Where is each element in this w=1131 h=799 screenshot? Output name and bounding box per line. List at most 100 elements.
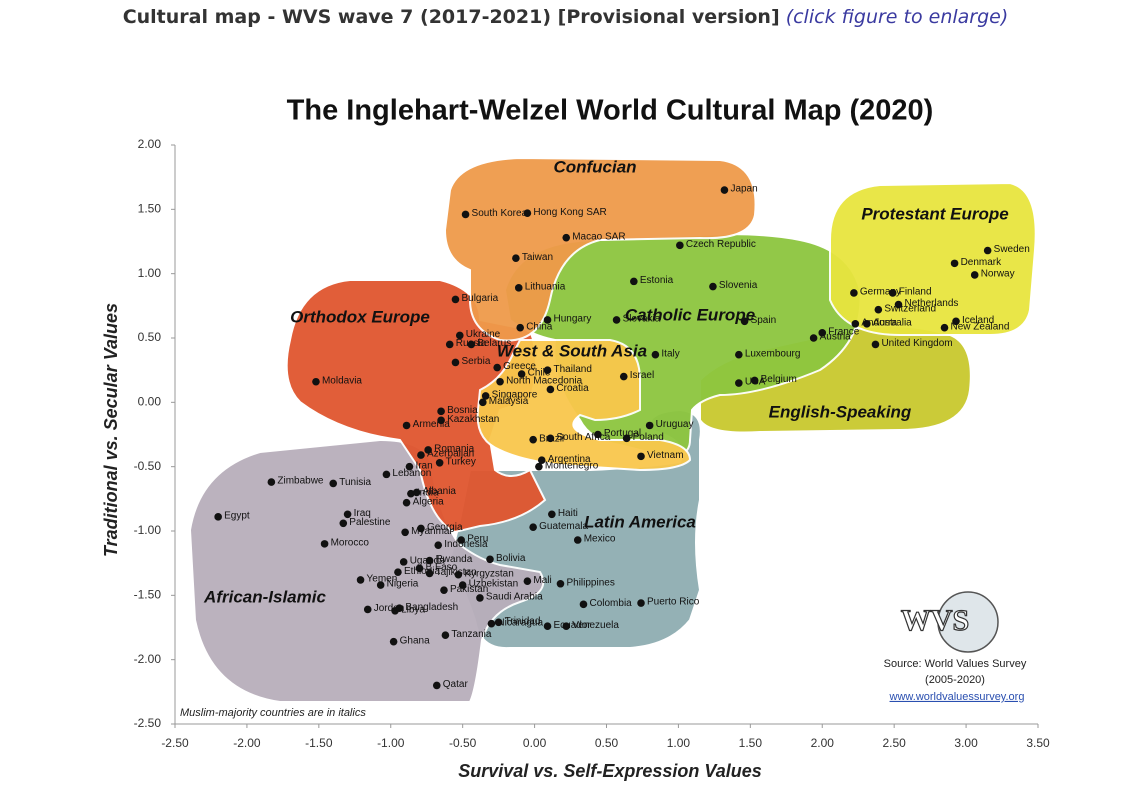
x-tick-label: 3.00 [954,736,978,750]
region-label: African-Islamic [203,587,326,606]
point [871,340,880,349]
point [405,462,414,471]
point-label: Taiwan [522,252,553,263]
region-shape [443,156,757,342]
point [376,581,385,589]
x-tick-label: -2.00 [233,736,261,750]
point [486,555,494,564]
point-label: Slovakia [623,314,661,325]
point [523,209,532,217]
y-tick-label: -1.00 [134,523,162,537]
point [952,317,960,326]
x-axis-label: Survival vs. Self-Expression Values [458,761,761,781]
point-label: Tanzania [451,629,491,640]
point [402,421,411,430]
point [651,350,660,359]
point [391,606,399,615]
point [516,323,524,332]
point [412,488,421,497]
x-tick-label: 2.50 [882,736,906,750]
source-years: (2005-2020) [925,674,985,686]
point-label: Algeria [413,496,445,507]
point [850,289,858,297]
point [312,377,320,386]
point [402,498,411,507]
point [401,528,409,537]
x-tick-label: 0.00 [523,736,547,750]
x-tick-label: 3.50 [1026,736,1050,750]
point [709,282,717,291]
point-label: Qatar [443,679,469,690]
point-label: Egypt [224,510,250,521]
point-label: Turkey [446,456,476,467]
point [809,334,818,342]
point-label: Austria [820,332,852,343]
point-label: Libya [401,604,425,615]
point [479,398,487,407]
point [496,377,504,386]
x-tick-label: -0.50 [449,736,477,750]
y-tick-label: 1.50 [138,202,162,216]
point-label: Armenia [413,419,451,430]
point-label: Ecuador [554,620,592,631]
point-label: Estonia [640,275,674,286]
y-tick-label: -0.50 [134,459,162,473]
point-label: Iran [415,460,432,471]
region-shape [285,279,547,534]
point [356,576,365,584]
y-tick-label: 0.50 [138,330,162,344]
x-tick-label: -1.50 [305,736,333,750]
point [394,568,402,576]
point [548,510,556,519]
point-label: United Kingdom [881,338,952,349]
point [573,536,582,544]
y-axis-label: Traditional vs. Secular Values [101,303,121,557]
point-label: Serbia [461,356,490,367]
point-label: Japan [730,184,757,195]
point-label: Argentina [548,454,591,465]
enlarge-link[interactable]: (click figure to enlarge) [785,6,1009,28]
point-label: Peru [467,534,488,545]
point-label: Netherlands [904,298,958,309]
region-label: Latin America [584,512,696,531]
point-label: Romania [434,444,474,455]
point [432,681,441,690]
point [417,451,425,459]
point [622,434,631,443]
point-label: Montenegro [545,460,599,471]
point-label: Andorra [861,317,897,328]
chart-title: The Inglehart-Welzel World Cultural Map … [287,95,934,127]
point-label: India [417,487,439,498]
point [512,254,520,263]
point [517,370,526,378]
point [546,434,555,443]
point-label: Zimbabwe [277,476,324,487]
point [888,289,897,297]
point-label: Luxembourg [745,348,801,359]
point [425,569,434,578]
point-label: Spain [751,315,777,326]
point [970,271,979,279]
point [543,622,552,631]
logo-text: WVS [901,604,969,637]
point-label: Ethiopia [404,566,441,577]
point-label: Uzbekistan [469,579,518,590]
point-label: New Zealand [951,321,1010,332]
point-label: Brazil [539,433,564,444]
point-label: Trinidad [505,616,541,627]
point-label: Poland [633,432,664,443]
point [455,331,464,340]
point-label: Palestine [349,517,391,528]
point [451,295,460,304]
y-tick-label: 0.00 [138,395,162,409]
point [320,540,329,548]
y-tick-label: -2.50 [134,716,162,730]
point-label: Mexico [584,534,616,545]
point [363,605,372,614]
point-label: Indonesia [444,539,488,550]
point [493,363,501,372]
point [543,316,552,324]
point-label: Pakistan [450,584,488,595]
point-label: Morocco [331,538,370,549]
point-label: Rwanda [436,554,473,565]
